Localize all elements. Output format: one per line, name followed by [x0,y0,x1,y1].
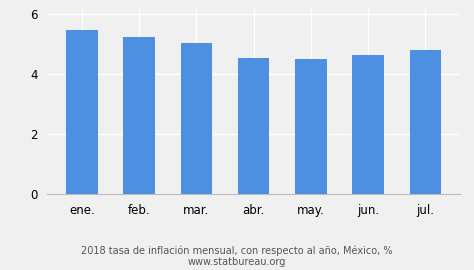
Bar [238,58,269,194]
Bar [410,50,441,194]
Bar [295,59,327,194]
Bar [181,43,212,194]
Bar [352,55,384,194]
Bar [123,37,155,194]
Bar [66,30,98,194]
Text: 2018 tasa de inflación mensual, con respecto al año, México, %
www.statbureau.or: 2018 tasa de inflación mensual, con resp… [81,245,393,267]
